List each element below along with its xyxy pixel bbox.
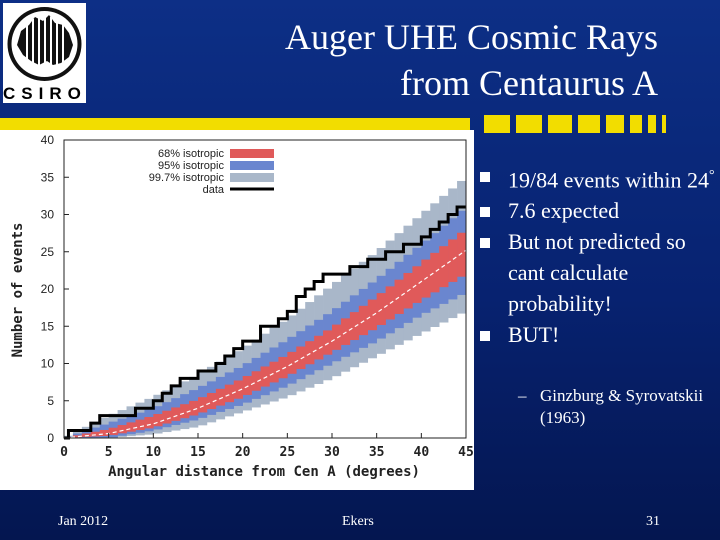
- legend-swatch: [230, 149, 274, 158]
- legend-label: 95% isotropic: [158, 160, 225, 172]
- band-68-bin: [260, 366, 270, 387]
- band-68-bin: [90, 431, 101, 437]
- title-line-2: from Centaurus A: [400, 63, 658, 103]
- csiro-logo: CSIRO: [3, 3, 86, 103]
- expected-line: [63, 249, 467, 439]
- sub-bullet-dash: –: [518, 386, 527, 405]
- y-tick-label: 35: [41, 170, 55, 184]
- x-tick-label: 30: [324, 445, 340, 460]
- bullet-marker: [480, 207, 490, 218]
- band-68-bin: [394, 279, 404, 314]
- x-tick-label: 40: [414, 445, 430, 460]
- x-tick-label: 15: [190, 445, 206, 460]
- x-tick-label: 5: [105, 445, 113, 460]
- x-tick-label: 25: [280, 445, 296, 460]
- accent-bar: [0, 118, 470, 130]
- legend-label: data: [203, 184, 225, 196]
- band-68-bin: [126, 422, 136, 432]
- band-68-bin: [269, 361, 279, 383]
- band-68-bin: [198, 397, 208, 413]
- footer-author: Ekers: [342, 514, 374, 529]
- band-68-bin: [233, 380, 243, 399]
- y-tick-label: 30: [41, 208, 55, 222]
- chart-svg: 0 5 10 15 20 25 30 35 40 45 0 5 10 15 20 25 30 35 40 68% i…: [10, 133, 474, 480]
- band-68-bin: [144, 416, 154, 429]
- x-tick-label: 45: [458, 445, 474, 460]
- band-68-bin: [439, 246, 449, 288]
- band-68-bin: [412, 266, 422, 303]
- band-68-bin: [332, 324, 342, 350]
- footer-page-number: 31: [646, 514, 660, 529]
- band-68-bin: [189, 400, 199, 416]
- band-68-bin: [323, 330, 333, 355]
- decorative-squares: [484, 115, 666, 133]
- bullet-marker: [480, 331, 490, 342]
- degree-symbol: °: [709, 168, 715, 183]
- x-tick-label: 35: [369, 445, 385, 460]
- band-68-bin: [224, 384, 235, 403]
- ticks-layer: 0 5 10 15 20 25 30 35 40 45 0 5 10 15 20 25 30 35 40: [41, 133, 474, 460]
- sub-bullet: – Ginzburg & Syrovatskii (1963): [518, 385, 718, 429]
- y-tick-label: 40: [41, 133, 55, 147]
- chart: 0 5 10 15 20 25 30 35 40 45 0 5 10 15 20 25 30 35 40 68% i…: [0, 130, 474, 490]
- data-series-line: [64, 205, 466, 440]
- bullet-list: 19/84 events within 24° 7.6 expected But…: [478, 160, 718, 350]
- band-68-bin: [278, 356, 288, 379]
- band-68-bin: [99, 429, 109, 436]
- x-tick-label: 0: [60, 445, 68, 460]
- band-68-bin: [215, 388, 226, 406]
- band-68-bin: [314, 335, 324, 360]
- y-tick-label: 5: [47, 394, 54, 408]
- band-68-bin: [135, 419, 145, 431]
- legend-swatch: [230, 161, 274, 170]
- band-68-bin: [162, 410, 172, 424]
- band-68-bin: [430, 252, 440, 293]
- band-68-bin: [296, 346, 306, 370]
- legend-label: 68% isotropic: [158, 148, 225, 160]
- x-axis-label: Angular distance from Cen A (degrees): [108, 464, 420, 480]
- bands-layer: [64, 180, 467, 438]
- bullet-item: BUT!: [478, 319, 718, 350]
- logo-text: CSIRO: [3, 84, 87, 103]
- band-68-bin: [251, 371, 261, 391]
- legend-label: 99.7% isotropic: [149, 172, 225, 184]
- y-tick-label: 0: [47, 431, 54, 445]
- y-tick-label: 15: [41, 319, 55, 333]
- band-68-bin: [448, 239, 458, 282]
- band-68-bin: [340, 318, 351, 345]
- bullet-item: But not predicted so cant calculate prob…: [478, 226, 718, 319]
- y-tick-label: 20: [41, 282, 55, 296]
- bullet-item: 7.6 expected: [478, 195, 718, 226]
- band-68-bin: [287, 351, 297, 374]
- y-tick-label: 25: [41, 245, 55, 259]
- sub-bullet-text: Ginzburg & Syrovatskii (1963): [540, 386, 704, 427]
- band-68-bin: [72, 435, 83, 438]
- band-68-bin: [180, 404, 190, 419]
- band-68-bin: [358, 305, 369, 336]
- band-68-bin: [349, 312, 360, 341]
- x-tick-label: 20: [235, 445, 251, 460]
- x-tick-label: 10: [146, 445, 162, 460]
- legend-swatch: [230, 173, 274, 182]
- band-68-bin: [457, 232, 467, 277]
- band-68-bin: [171, 407, 181, 421]
- bullet-marker: [480, 238, 490, 249]
- band-68-bin: [206, 393, 217, 410]
- y-tick-label: 10: [41, 357, 55, 371]
- bullet-marker: [480, 172, 490, 182]
- footer-date: Jan 2012: [58, 514, 109, 529]
- y-axis-label: Number of events: [10, 223, 26, 358]
- band-68-bin: [153, 414, 163, 427]
- band-68-bin: [108, 427, 118, 435]
- title-line-1: Auger UHE Cosmic Rays: [285, 17, 658, 57]
- bullet-item: 19/84 events within 24°: [478, 160, 718, 195]
- band-68-bin: [242, 376, 252, 395]
- band-68-bin: [305, 341, 315, 365]
- csiro-emblem: [7, 7, 82, 81]
- band-68-bin: [117, 425, 127, 434]
- slide-title: Auger UHE Cosmic Rays from Centaurus A: [285, 14, 658, 106]
